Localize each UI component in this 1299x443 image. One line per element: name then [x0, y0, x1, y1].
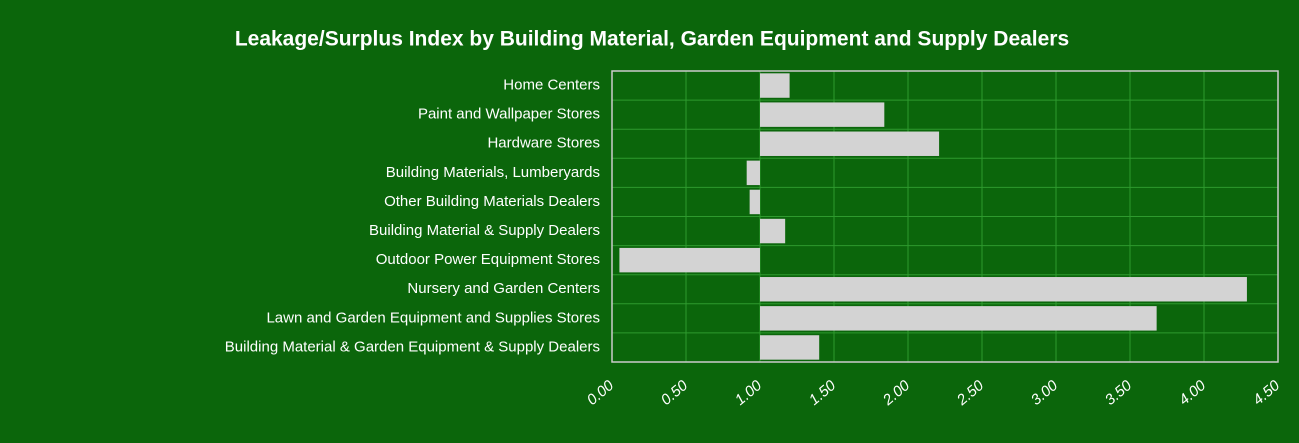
bar — [749, 189, 760, 215]
y-tick-label: Lawn and Garden Equipment and Supplies S… — [266, 309, 600, 326]
y-tick-label: Outdoor Power Equipment Stores — [376, 251, 600, 268]
bar — [760, 277, 1247, 302]
y-tick-label: Paint and Wallpaper Stores — [418, 106, 600, 123]
plot-frame — [611, 70, 1279, 363]
y-tick-label: Building Materials, Lumberyards — [386, 164, 600, 181]
y-tick-label: Nursery and Garden Centers — [407, 280, 600, 297]
bar — [619, 247, 760, 273]
y-tick-label: Home Centers — [503, 77, 600, 94]
bar — [760, 218, 786, 244]
bar — [760, 306, 1157, 331]
y-tick-label: Other Building Materials Dealers — [384, 193, 600, 210]
bar — [746, 160, 760, 186]
bar — [760, 131, 940, 156]
chart-title: Leakage/Surplus Index by Building Materi… — [235, 28, 1069, 51]
y-tick-label: Hardware Stores — [487, 135, 600, 152]
bar — [760, 73, 790, 98]
bar — [760, 335, 820, 360]
bar — [760, 102, 885, 127]
y-tick-label: Building Material & Garden Equipment & S… — [225, 338, 600, 355]
y-tick-label: Building Material & Supply Dealers — [369, 222, 600, 239]
